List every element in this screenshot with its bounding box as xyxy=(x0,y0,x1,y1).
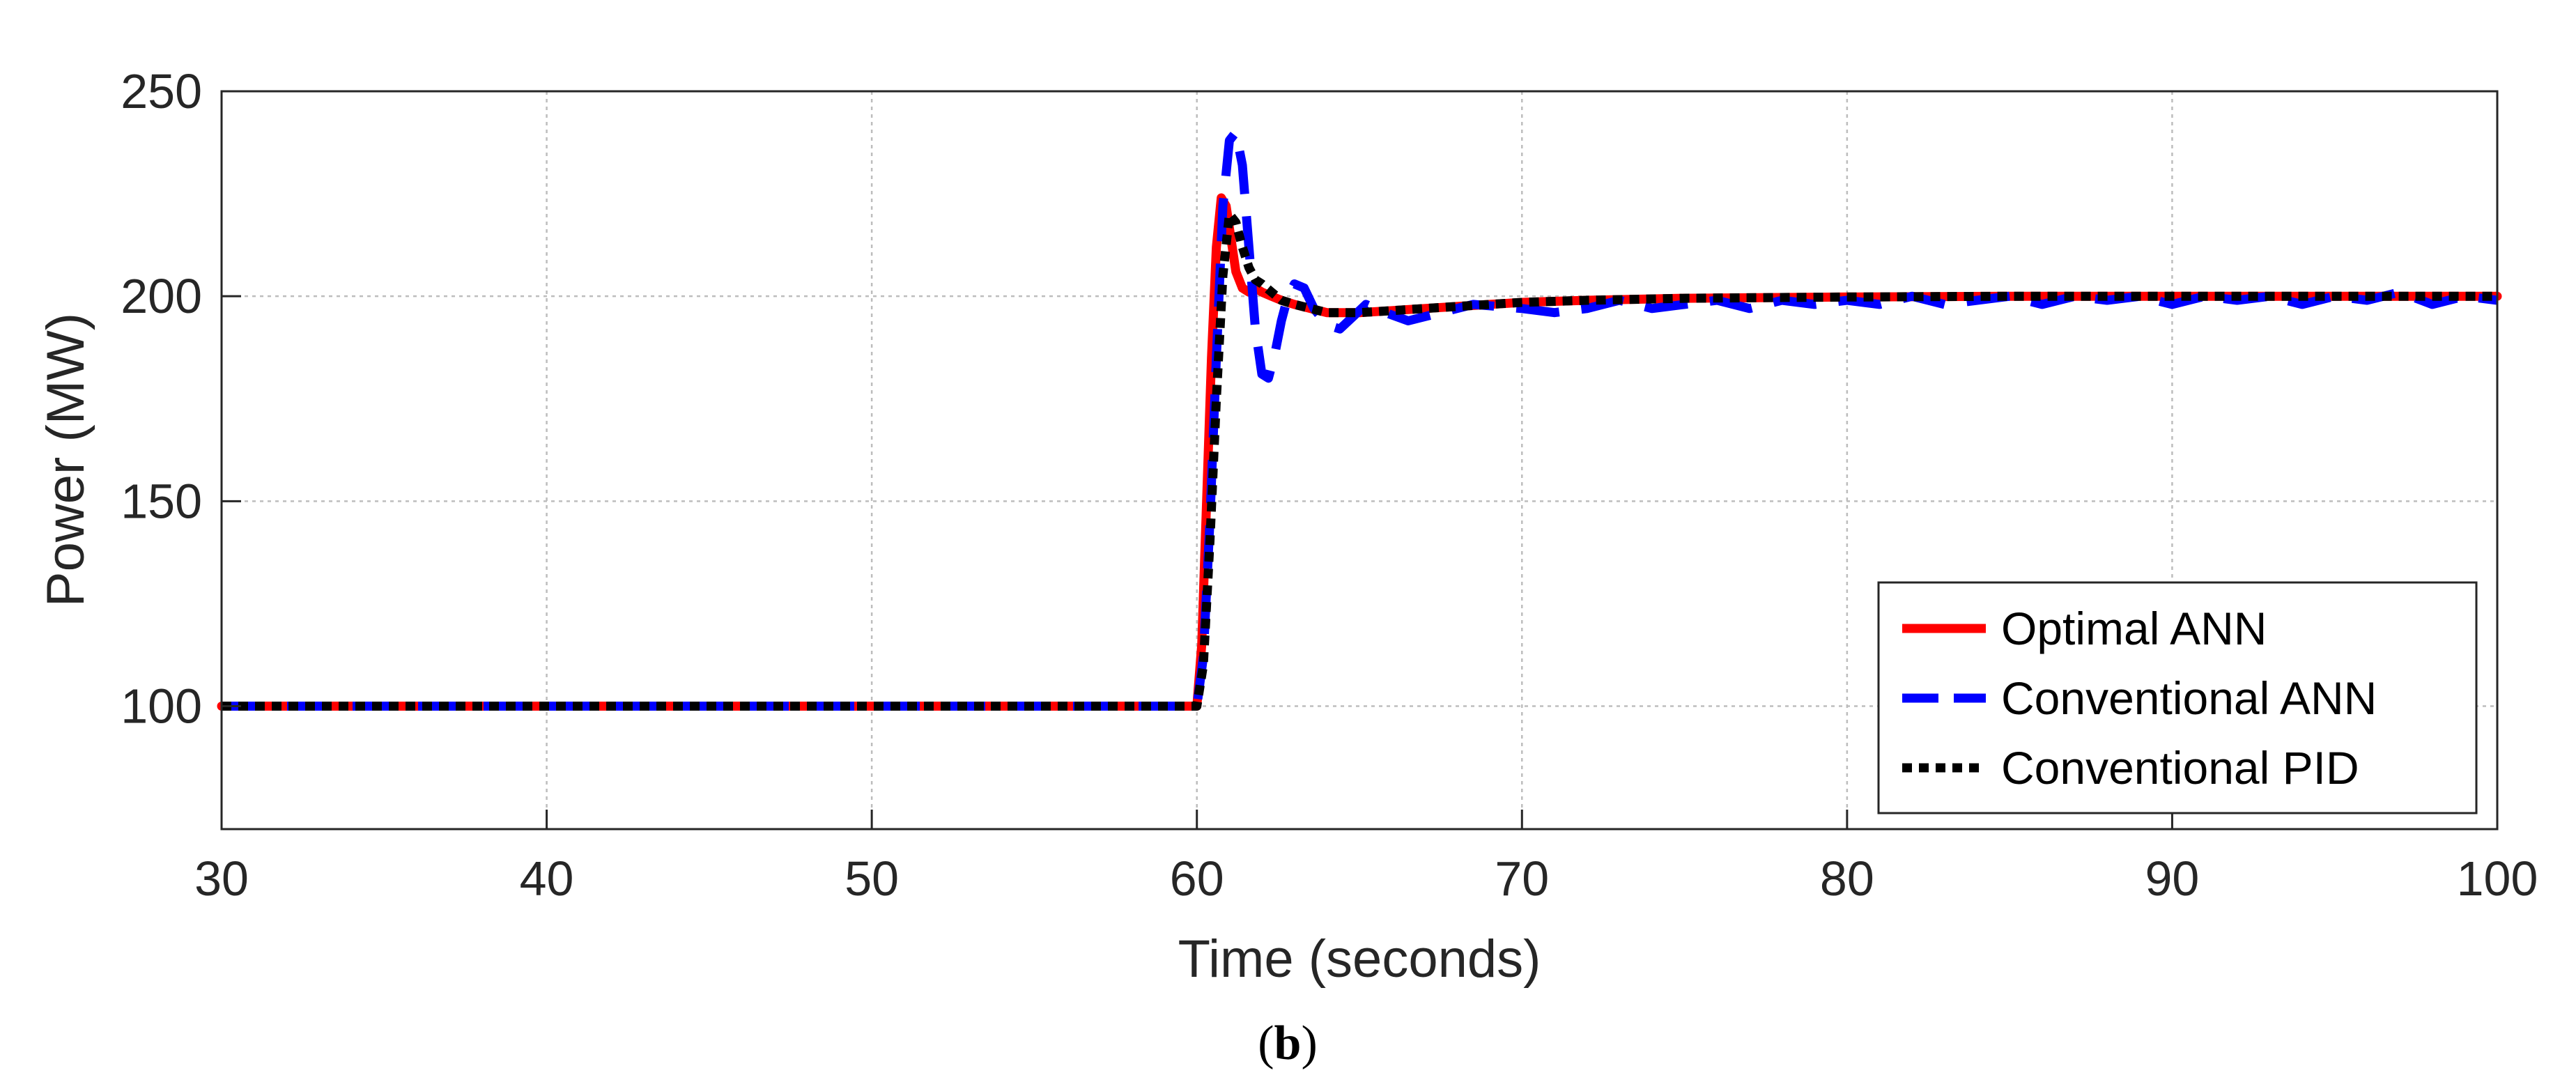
legend-label-3: Conventional PID xyxy=(2001,742,2359,794)
x-tick-label: 50 xyxy=(844,851,899,906)
x-tick-label: 100 xyxy=(2457,851,2538,906)
x-tick-label: 70 xyxy=(1495,851,1549,906)
axis-ticks: 30 40 50 60 70 80 90 100 100 150 200 250 xyxy=(121,64,2538,906)
x-tick-label: 30 xyxy=(194,851,249,906)
plot-frame xyxy=(220,90,2499,831)
figure-caption: (b) xyxy=(1258,1017,1318,1070)
legend-label-2: Conventional ANN xyxy=(2001,672,2377,724)
y-tick-label: 100 xyxy=(121,679,202,734)
y-axis-title: Power (MW) xyxy=(36,313,95,607)
x-axis-title: Time (seconds) xyxy=(1178,929,1541,989)
legend-label-1: Optimal ANN xyxy=(2001,603,2267,654)
x-tick-label: 80 xyxy=(1820,851,1874,906)
caption-open-paren: ( xyxy=(1258,1017,1274,1070)
series-line-3 xyxy=(222,210,2497,711)
y-tick-label: 250 xyxy=(121,64,202,118)
caption-close-paren: ) xyxy=(1301,1017,1317,1070)
x-tick-label: 60 xyxy=(1170,851,1224,906)
x-tick-label: 40 xyxy=(520,851,574,906)
x-tick-label: 90 xyxy=(2145,851,2199,906)
y-tick-label: 150 xyxy=(121,474,202,528)
y-tick-label: 200 xyxy=(121,269,202,323)
series-lines xyxy=(217,128,2502,711)
caption-letter: b xyxy=(1274,1017,1302,1070)
legend: Optimal ANN Conventional ANN Conventional … xyxy=(1877,581,2478,814)
